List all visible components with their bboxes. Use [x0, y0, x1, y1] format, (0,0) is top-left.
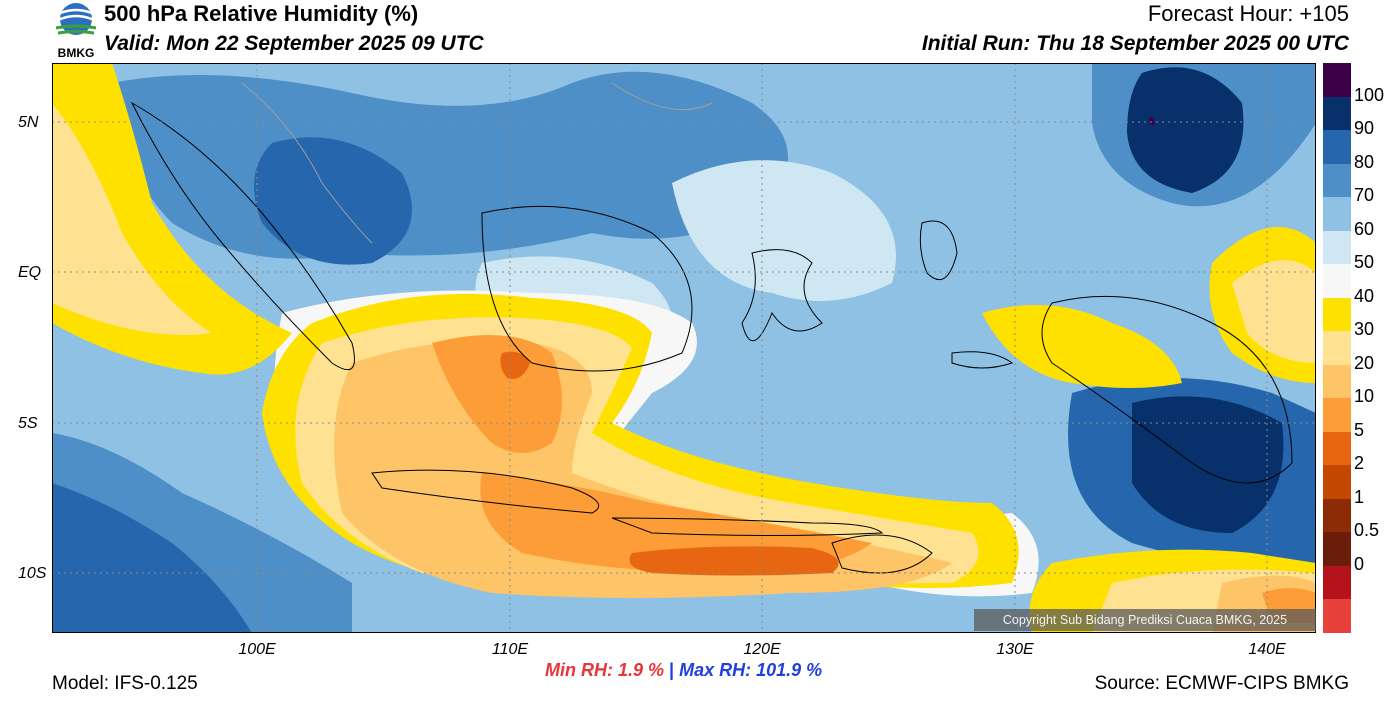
lon-label-110e: 110E	[491, 641, 529, 658]
colorbar-label: 1	[1354, 486, 1365, 507]
colorbar-swatch	[1323, 599, 1351, 634]
lat-label-5s: 5S	[18, 415, 38, 432]
papua-outline	[1041, 295, 1293, 484]
model-info: Model: IFS-0.125	[52, 673, 198, 694]
svg-text:BMKG: BMKG	[58, 46, 95, 60]
colorbar-label: 50	[1354, 252, 1375, 273]
colorbar	[1323, 63, 1351, 634]
colorbar-label: 5	[1354, 419, 1365, 440]
colorbar-label: 20	[1354, 352, 1375, 373]
forecast-hour: Forecast Hour: +105	[1147, 1, 1349, 26]
colorbar-swatch	[1323, 297, 1351, 332]
colorbar-swatch	[1323, 364, 1351, 399]
humid-core-pacific	[1127, 67, 1244, 193]
colorbar-swatch	[1323, 163, 1351, 198]
colorbar-swatch	[1323, 398, 1351, 433]
colorbar-swatch	[1323, 197, 1351, 232]
borneo-outline	[481, 205, 693, 372]
colorbar-swatch	[1323, 431, 1351, 466]
colorbar-swatch	[1323, 230, 1351, 265]
colorbar-swatch	[1323, 532, 1351, 567]
sumatra-outline	[130, 101, 355, 371]
colorbar-swatch	[1323, 498, 1351, 533]
stats-separator: |	[669, 660, 675, 680]
colorbar-label: 90	[1354, 118, 1375, 139]
colorbar-swatch	[1323, 331, 1351, 366]
colorbar-swatch	[1323, 565, 1351, 600]
colorbar-swatch	[1323, 264, 1351, 299]
halmahera-outline	[919, 220, 958, 281]
colorbar-label: 0	[1354, 553, 1365, 574]
colorbar-label: 2	[1354, 453, 1365, 474]
humid-core-sumatra	[254, 137, 412, 265]
humidity-map: Copyright Sub Bidang Prediksi Cuaca BMKG…	[52, 63, 1316, 633]
colorbar-label: 30	[1354, 319, 1375, 340]
rh-stats: Min RH: 1.9 % | Max RH: 101.9 %	[545, 660, 822, 681]
copyright-notice: Copyright Sub Bidang Prediksi Cuaca BMKG…	[974, 609, 1316, 631]
lat-label-10s: 10S	[18, 565, 47, 582]
sulawesi-outline	[741, 249, 823, 342]
colorbar-label: 70	[1354, 185, 1375, 206]
lat-label-eq: EQ	[18, 264, 42, 281]
lat-label-5n: 5N	[18, 114, 39, 131]
colorbar-label: 80	[1354, 151, 1375, 172]
valid-time: Valid: Mon 22 September 2025 09 UTC	[104, 32, 484, 55]
dry-core-kalimantan	[432, 335, 562, 453]
timor-outline	[831, 534, 933, 574]
java-outline	[371, 469, 600, 514]
source-info: Source: ECMWF-CIPS BMKG	[1094, 673, 1349, 694]
lon-label-130e: 130E	[996, 641, 1034, 658]
max-rh-value: 101.9 %	[756, 660, 823, 680]
colorbar-label: 10	[1354, 386, 1375, 407]
colorbar-label: 40	[1354, 285, 1375, 306]
colorbar-label: 0.5	[1354, 520, 1380, 541]
colorbar-swatch	[1323, 96, 1351, 131]
min-rh-value: 1.9 %	[618, 660, 665, 680]
colorbar-label: 60	[1354, 218, 1375, 239]
initial-run: Initial Run: Thu 18 September 2025 00 UT…	[921, 32, 1349, 55]
colorbar-label: 100	[1354, 84, 1385, 105]
min-rh-label: Min RH:	[545, 660, 613, 680]
dry-region-moluccas	[982, 305, 1182, 388]
bmkg-logo: BMKG	[52, 2, 100, 60]
colorbar-swatch	[1323, 63, 1351, 98]
map-title: 500 hPa Relative Humidity (%)	[104, 1, 419, 26]
lon-label-120e: 120E	[743, 641, 781, 658]
lon-label-140e: 140E	[1248, 641, 1286, 658]
nusa-tenggara-outline	[611, 517, 884, 536]
colorbar-swatch	[1323, 465, 1351, 500]
lon-label-100e: 100E	[238, 641, 276, 658]
colorbar-swatch	[1323, 130, 1351, 165]
max-rh-label: Max RH:	[679, 660, 752, 680]
